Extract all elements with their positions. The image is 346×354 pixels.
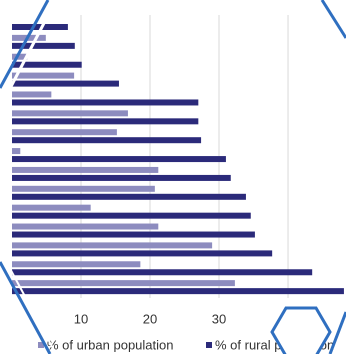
bar [12, 72, 75, 79]
bar [12, 261, 141, 268]
legend-swatch [38, 342, 44, 348]
bar [12, 137, 202, 144]
x-tick-label: 10 [74, 311, 88, 326]
bar [12, 204, 91, 211]
bar [12, 231, 255, 238]
x-tick-label: 20 [143, 311, 157, 326]
decoration [328, 311, 346, 354]
decoration [0, 261, 52, 354]
decoration [270, 306, 332, 354]
bar [12, 185, 155, 192]
decoration [0, 0, 50, 89]
bar [12, 223, 159, 230]
bar [12, 61, 82, 68]
decoration [2, 0, 58, 101]
bar [12, 80, 119, 87]
bar [12, 174, 231, 181]
bar [12, 99, 199, 106]
bar [12, 280, 235, 287]
bar [12, 212, 251, 219]
bar [12, 250, 273, 257]
bar [12, 42, 75, 49]
decoration [0, 249, 57, 354]
bar [12, 148, 21, 155]
bar [12, 269, 313, 276]
bar [12, 156, 226, 163]
bar [12, 53, 28, 60]
bar [12, 110, 128, 117]
bar [12, 129, 117, 136]
decoration [320, 0, 346, 39]
bar [12, 166, 159, 173]
bar [12, 118, 199, 125]
legend-label: % of urban population [47, 337, 173, 352]
bar [12, 24, 68, 30]
bar [12, 91, 52, 98]
bar [12, 242, 213, 249]
legend-swatch [206, 342, 212, 348]
bar [12, 193, 246, 200]
bar [12, 288, 344, 295]
x-tick-label: 30 [212, 311, 226, 326]
